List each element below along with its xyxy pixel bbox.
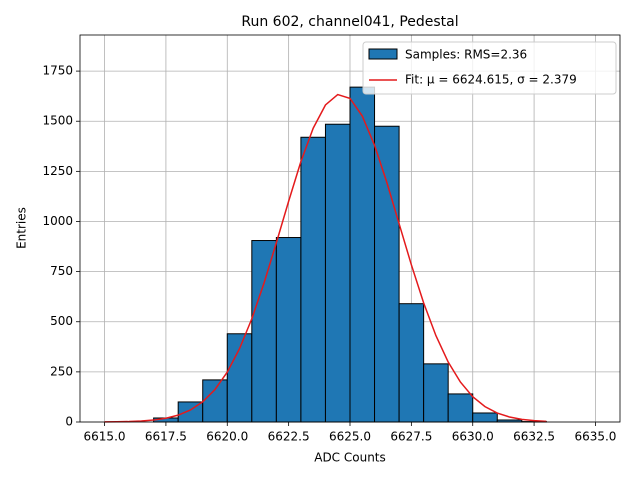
bar — [251, 240, 277, 423]
y-tick-label: 0 — [65, 415, 73, 429]
bar — [423, 363, 449, 423]
x-tick-label: 6630.0 — [452, 430, 494, 444]
x-tick-label: 6627.5 — [390, 430, 432, 444]
legend-box — [362, 41, 617, 95]
bar — [398, 303, 425, 423]
y-tick-label: 1500 — [42, 114, 73, 128]
bar — [472, 412, 498, 423]
bar — [324, 123, 351, 423]
x-axis-label: ADC Counts — [314, 451, 386, 465]
y-axis-label: Entries — [15, 207, 29, 249]
y-tick-label: 500 — [50, 314, 73, 328]
legend-label: Fit: μ = 6624.615, σ = 2.379 — [405, 73, 577, 87]
bar — [374, 125, 400, 423]
x-tick-label: 6635.0 — [574, 430, 616, 444]
x-tick-label: 6617.5 — [145, 430, 187, 444]
fit-line — [104, 93, 547, 423]
chart-title: Run 602, channel041, Pedestal — [241, 14, 458, 30]
legend-swatch — [368, 48, 398, 60]
bar — [202, 379, 228, 423]
legend-label: Samples: RMS=2.36 — [405, 48, 527, 62]
y-tick-label: 1750 — [42, 64, 73, 78]
bar — [447, 393, 474, 423]
y-tick-label: 1250 — [42, 164, 73, 178]
x-tick-label: 6622.5 — [268, 430, 310, 444]
y-tick-label: 1000 — [42, 214, 73, 228]
x-tick-label: 6625.0 — [329, 430, 371, 444]
bar — [300, 136, 326, 423]
bar — [275, 237, 302, 423]
y-tick-label: 750 — [50, 264, 73, 278]
y-tick-label: 250 — [50, 364, 73, 378]
x-tick-label: 6632.5 — [513, 430, 555, 444]
x-tick-label: 6620.0 — [206, 430, 248, 444]
axes-frame — [79, 34, 621, 423]
x-tick-label: 6615.0 — [84, 430, 126, 444]
